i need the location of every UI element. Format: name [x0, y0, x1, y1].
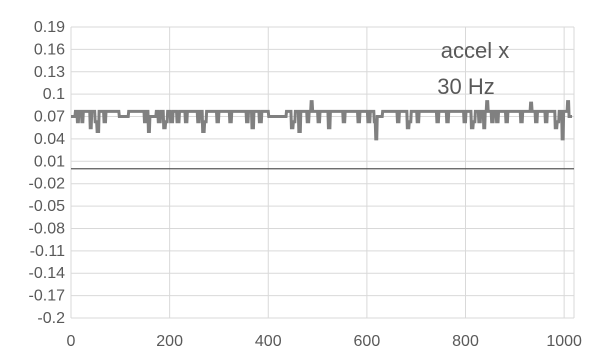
x-tick-label: 0	[67, 333, 76, 350]
y-tick-label: -0.17	[29, 288, 66, 305]
y-tick-label: 0.01	[34, 153, 65, 170]
y-tick-label: -0.05	[29, 198, 66, 215]
x-tick-label: 600	[354, 333, 381, 350]
y-tick-labels: 0.19 0.16 0.13 0.1 0.07 0.04 0.01 -0.02 -0.05 -0.…	[29, 19, 66, 327]
grid-layer	[70, 26, 575, 319]
y-tick-label: -0.2	[37, 310, 65, 327]
x-tick-label: 800	[452, 333, 479, 350]
y-tick-label: -0.08	[29, 220, 66, 237]
annotation-line-1: accel x	[441, 38, 509, 63]
y-tick-label: 0.04	[34, 131, 65, 148]
y-tick-label: -0.02	[29, 176, 66, 193]
y-tick-label: -0.11	[30, 243, 65, 260]
y-tick-label: 0.07	[34, 109, 65, 126]
x-tick-label: 200	[156, 333, 183, 350]
x-tick-labels: 0 200 400 600 800 1000	[67, 333, 582, 350]
y-tick-label: -0.14	[29, 265, 66, 282]
annotation-line-2: 30 Hz	[437, 74, 494, 99]
x-tick-label: 400	[255, 333, 282, 350]
series-layer	[71, 100, 573, 141]
y-tick-label: 0.19	[34, 19, 65, 36]
x-tick-label: 1000	[546, 333, 582, 350]
series-line-0	[71, 100, 573, 141]
y-tick-label: 0.16	[34, 41, 65, 58]
y-tick-label: 0.13	[34, 64, 65, 81]
annotation-layer: accel x 30 Hz	[437, 38, 509, 99]
y-tick-label: 0.1	[43, 86, 65, 103]
